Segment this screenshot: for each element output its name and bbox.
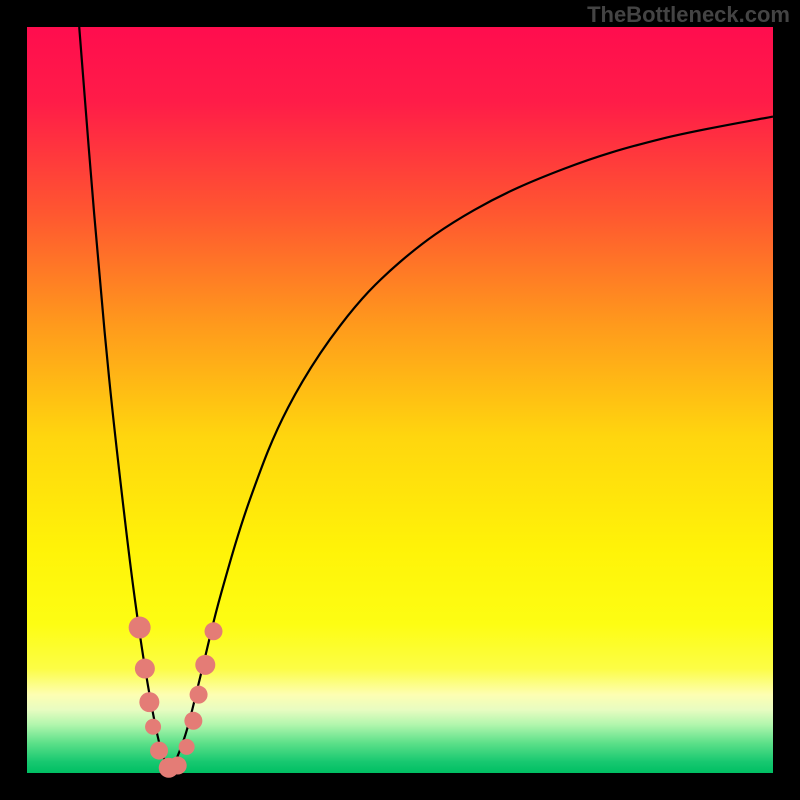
datapoint — [139, 692, 159, 712]
datapoint — [195, 655, 215, 675]
datapoint — [135, 659, 155, 679]
datapoint — [184, 712, 202, 730]
bottleneck-chart — [0, 0, 800, 800]
datapoint — [129, 617, 151, 639]
datapoint — [145, 719, 161, 735]
datapoint — [190, 686, 208, 704]
datapoint — [205, 622, 223, 640]
watermark-text: TheBottleneck.com — [587, 2, 790, 28]
datapoint — [169, 757, 187, 775]
datapoint — [179, 739, 195, 755]
datapoint — [150, 742, 168, 760]
chart-container: TheBottleneck.com — [0, 0, 800, 800]
